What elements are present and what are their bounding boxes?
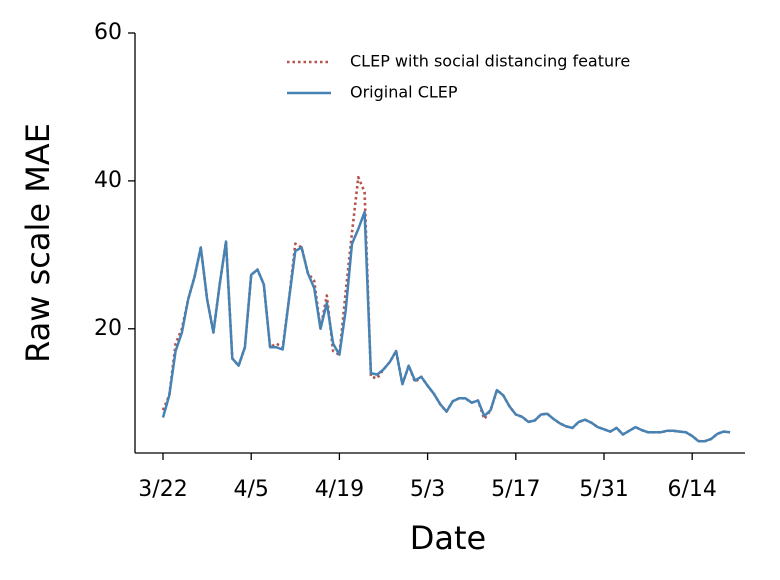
x-tick-label: 5/17 (491, 477, 540, 502)
x-axis-label: Date (410, 519, 486, 557)
x-tick-label: 4/19 (315, 477, 364, 502)
x-tick-label: 6/14 (667, 477, 716, 502)
legend-label: Original CLEP (350, 83, 458, 102)
y-tick-label: 60 (94, 20, 122, 45)
y-tick-label: 20 (94, 316, 122, 341)
x-tick-label: 3/22 (138, 477, 187, 502)
line-series (161, 210, 731, 443)
legend-label: CLEP with social distancing feature (350, 52, 630, 71)
y-tick-label: 40 (94, 168, 122, 193)
y-axis-label: Raw scale MAE (19, 123, 57, 363)
x-tick-label: 5/3 (410, 477, 445, 502)
x-tick-label: 5/31 (579, 477, 628, 502)
x-tick-label: 4/5 (233, 477, 268, 502)
